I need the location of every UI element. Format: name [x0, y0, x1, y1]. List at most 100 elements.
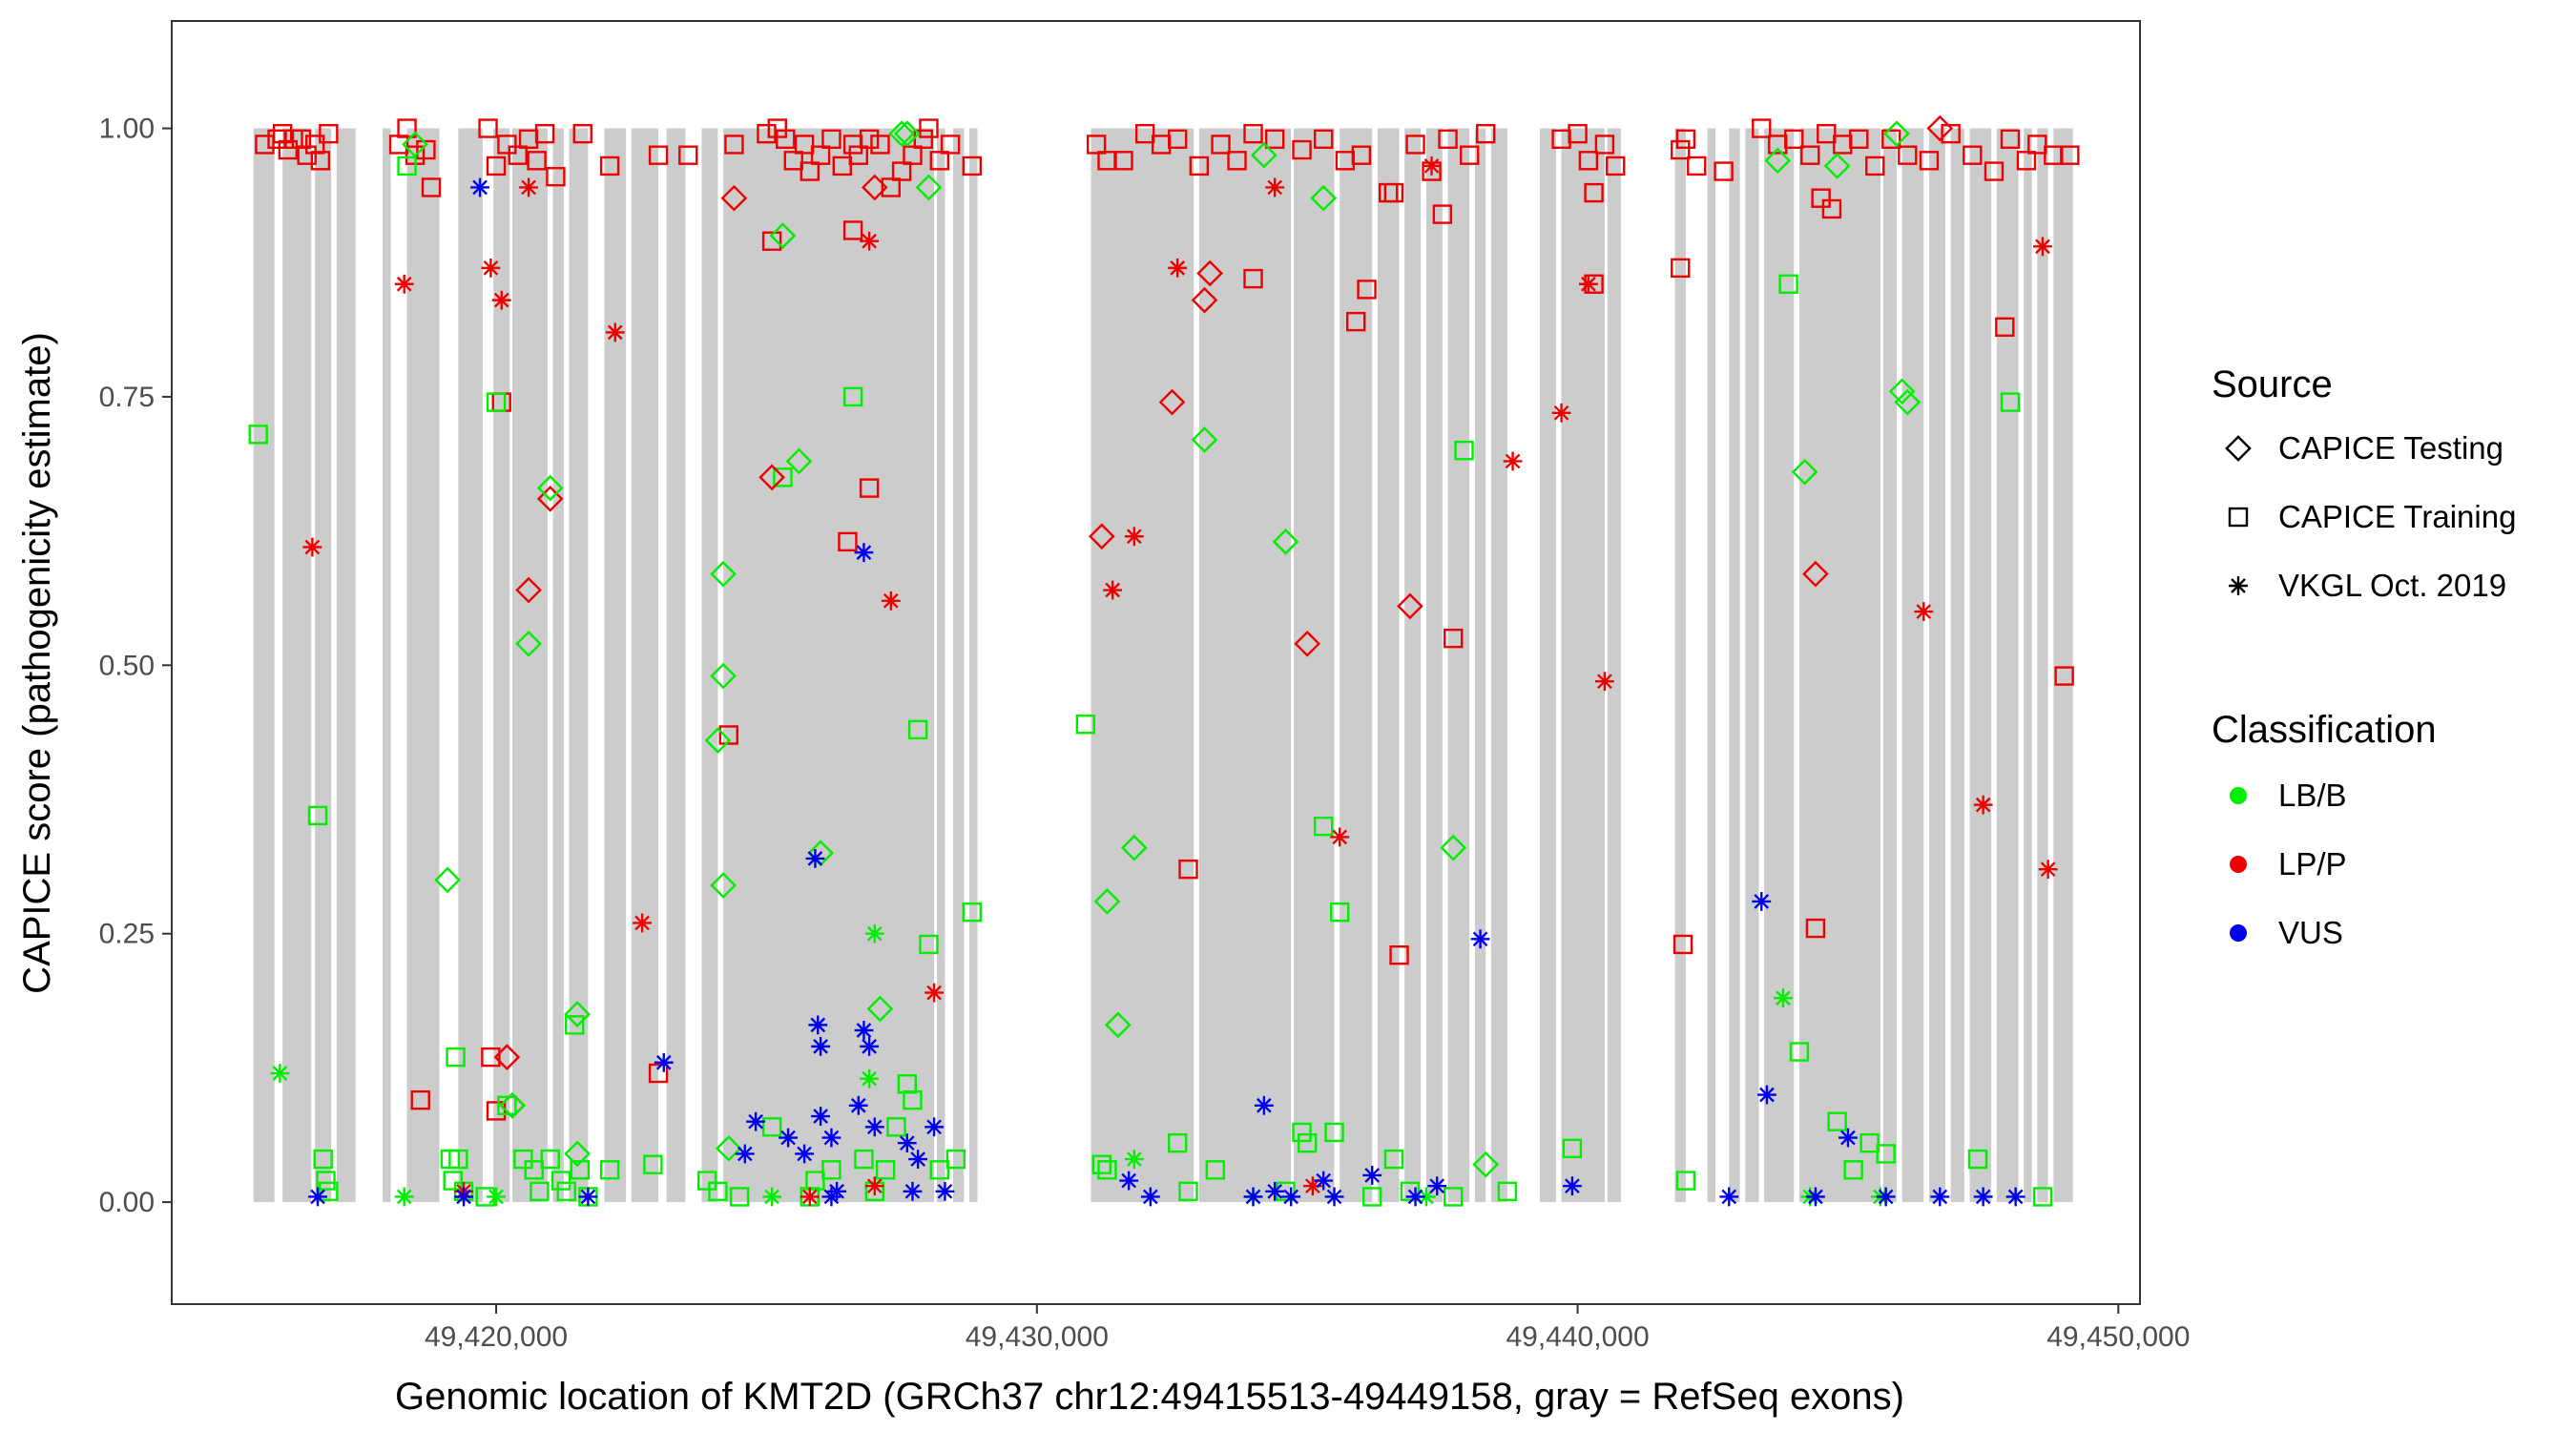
data-point [929, 151, 949, 171]
data-point [1671, 139, 1691, 160]
data-point [1811, 188, 1831, 208]
data-point [1440, 834, 1467, 861]
data-point [1097, 1160, 1117, 1180]
data-point [1876, 1144, 1896, 1164]
data-point [1093, 888, 1121, 915]
data-point [1297, 1132, 1318, 1153]
data-point [546, 167, 566, 187]
data-point [2038, 860, 2058, 880]
data-point [1876, 1187, 1896, 1207]
data-point [491, 290, 511, 310]
data-point [888, 120, 915, 148]
data-point [1578, 151, 1599, 171]
exon-band [936, 128, 945, 1203]
data-point [1362, 1166, 1382, 1185]
exon-band [1294, 128, 1335, 1203]
data-point [2054, 666, 2074, 686]
data-point [1167, 1132, 1188, 1153]
data-point [605, 322, 625, 342]
data-point [1941, 123, 1961, 144]
exon-band [666, 128, 686, 1203]
data-point [1675, 129, 1696, 150]
data-point [1843, 1160, 1863, 1180]
data-point [785, 447, 813, 475]
data-point [633, 913, 652, 933]
data-point [515, 630, 542, 657]
data-point [519, 177, 538, 197]
data-point [761, 1117, 782, 1137]
data-point [1800, 145, 1820, 165]
data-point [1120, 834, 1148, 861]
x-tick-label: 49,420,000 [425, 1321, 568, 1353]
data-point [1675, 1171, 1696, 1191]
data-point [821, 1187, 841, 1207]
data-point [821, 1128, 841, 1148]
x-axis-title: Genomic location of KMT2D (GRCh37 chr12:… [395, 1376, 1904, 1418]
exon-band [952, 128, 965, 1203]
data-point [870, 135, 890, 155]
data-point [940, 135, 961, 155]
data-point [842, 386, 863, 407]
data-point [1178, 859, 1198, 880]
data-point [1196, 259, 1224, 287]
legend-source-key [2229, 576, 2248, 595]
data-point [758, 464, 785, 491]
data-point [1802, 560, 1829, 588]
data-point [704, 727, 732, 754]
data-point [2027, 135, 2047, 155]
data-point [508, 145, 528, 165]
data-point [935, 1181, 955, 1201]
data-point [808, 1015, 828, 1035]
data-point [1313, 129, 1334, 150]
exon-band [282, 128, 312, 1203]
data-point [648, 1063, 669, 1084]
data-point [443, 1171, 463, 1191]
data-point [881, 177, 901, 197]
data-point [1313, 816, 1334, 837]
legend-class-key [2230, 856, 2247, 873]
y-tick-label: 0.50 [99, 650, 155, 681]
data-point [1973, 795, 1993, 815]
x-tick-label: 49,450,000 [2046, 1321, 2190, 1353]
data-point [487, 1187, 506, 1207]
exon-band [2053, 128, 2073, 1203]
exon-band [1474, 128, 1486, 1203]
data-point [470, 177, 489, 197]
data-point [1568, 123, 1588, 144]
data-point [891, 161, 912, 181]
data-point [1881, 129, 1901, 150]
legend-source-label: VKGL Oct. 2019 [2278, 568, 2506, 603]
data-point [2000, 392, 2021, 412]
data-point [1103, 580, 1123, 600]
data-point [308, 1187, 327, 1207]
data-point [1189, 156, 1210, 176]
exon-band [569, 128, 589, 1203]
exon-band [1969, 128, 1992, 1203]
data-point [1140, 1187, 1160, 1207]
exon-band [1447, 128, 1470, 1203]
data-point [1967, 1149, 1988, 1170]
data-point [838, 531, 858, 552]
y-axis: 0.00 0.25 0.50 0.75 1.00 [99, 114, 172, 1218]
data-point [1405, 135, 1425, 155]
data-point [497, 135, 517, 155]
data-point [1914, 602, 1934, 621]
data-point [536, 474, 564, 502]
data-point [810, 145, 831, 165]
data-point [564, 1001, 591, 1027]
data-point [800, 1187, 820, 1207]
y-tick-label: 0.00 [99, 1187, 155, 1218]
data-point [908, 1150, 928, 1169]
data-point [1476, 123, 1496, 144]
data-point [1752, 892, 1772, 911]
data-point [924, 1117, 945, 1137]
data-point [1091, 1154, 1112, 1174]
data-point [313, 1149, 333, 1170]
data-point [1211, 135, 1231, 155]
legend-class-key [2230, 924, 2247, 942]
data-point [1254, 1095, 1274, 1115]
data-point [402, 131, 428, 158]
data-point [1594, 135, 1615, 155]
exon-band [2037, 128, 2048, 1203]
data-point [1752, 118, 1772, 138]
